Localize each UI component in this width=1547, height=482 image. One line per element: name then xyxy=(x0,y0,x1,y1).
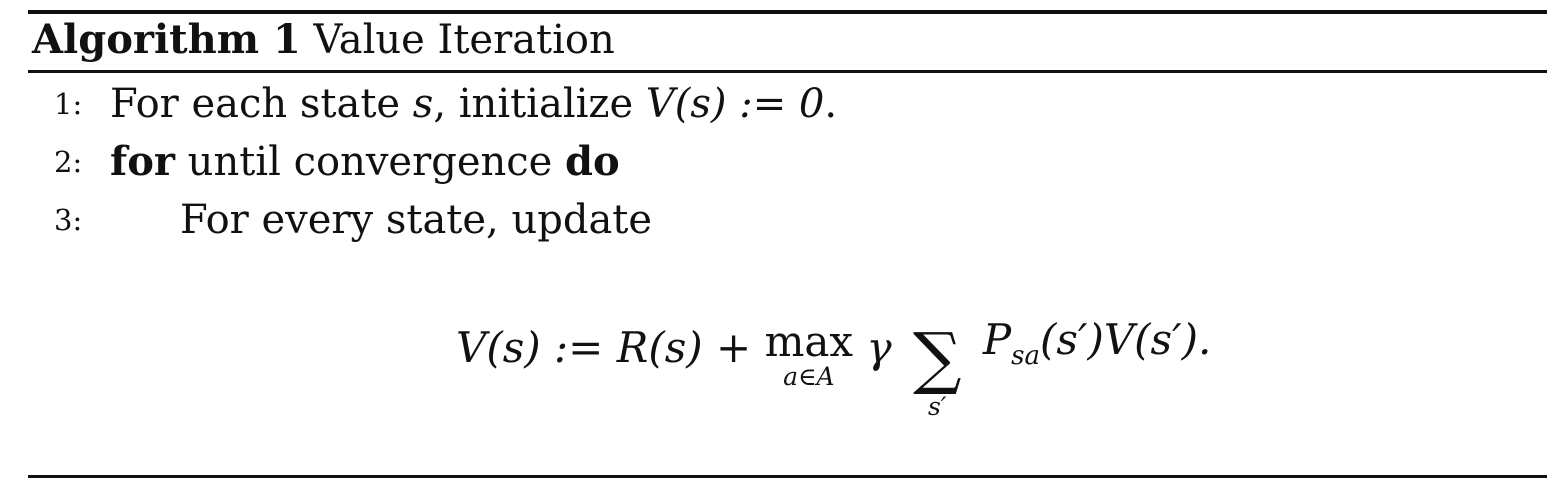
text-segment: For each state xyxy=(110,81,413,127)
math-variable-s: s xyxy=(412,81,434,127)
max-operator: max a∈A xyxy=(765,321,854,391)
keyword-for: for xyxy=(110,138,175,185)
bellman-update-equation: V(s) := R(s) + max a∈A γ ∑ s′ Psa(s′)V(s… xyxy=(456,300,1211,421)
equation-rhs-tail: (s′)V(s′). xyxy=(1039,315,1212,364)
line-number: 2: xyxy=(54,145,83,179)
top-rule xyxy=(28,10,1547,14)
algorithm-label: Algorithm 1 xyxy=(32,16,301,63)
max-subscript: a∈A xyxy=(783,362,835,391)
algorithm-title: Value Iteration xyxy=(313,17,615,63)
text-segment: until convergence xyxy=(174,139,566,185)
math-expression: V(s) := 0 xyxy=(645,81,825,127)
line-text: for until convergence do xyxy=(110,134,620,190)
transition-P: P xyxy=(982,315,1012,364)
transition-subscript: sa xyxy=(1011,341,1040,371)
line-text: For each state s, initialize V(s) := 0. xyxy=(110,76,837,132)
text-segment: , initialize xyxy=(433,81,646,127)
sum-subscript: s′ xyxy=(927,392,947,421)
header-rule xyxy=(28,70,1547,73)
equation-rhs: Psa(s′)V(s′). xyxy=(983,305,1212,391)
bottom-rule xyxy=(28,475,1547,478)
text-segment: . xyxy=(824,81,838,127)
sum-operator: ∑ s′ xyxy=(912,319,962,422)
line-text: For every state, update xyxy=(180,197,653,243)
gamma-symbol: γ xyxy=(866,323,892,372)
line-number: 1: xyxy=(54,87,83,121)
equation-lhs: V(s) := R(s) + xyxy=(456,323,752,372)
algorithm-header: Algorithm 1 Value Iteration xyxy=(32,12,615,68)
line-number: 3: xyxy=(54,203,83,237)
max-symbol: max xyxy=(764,317,854,366)
keyword-do: do xyxy=(565,138,620,185)
sum-symbol: ∑ xyxy=(912,319,962,398)
